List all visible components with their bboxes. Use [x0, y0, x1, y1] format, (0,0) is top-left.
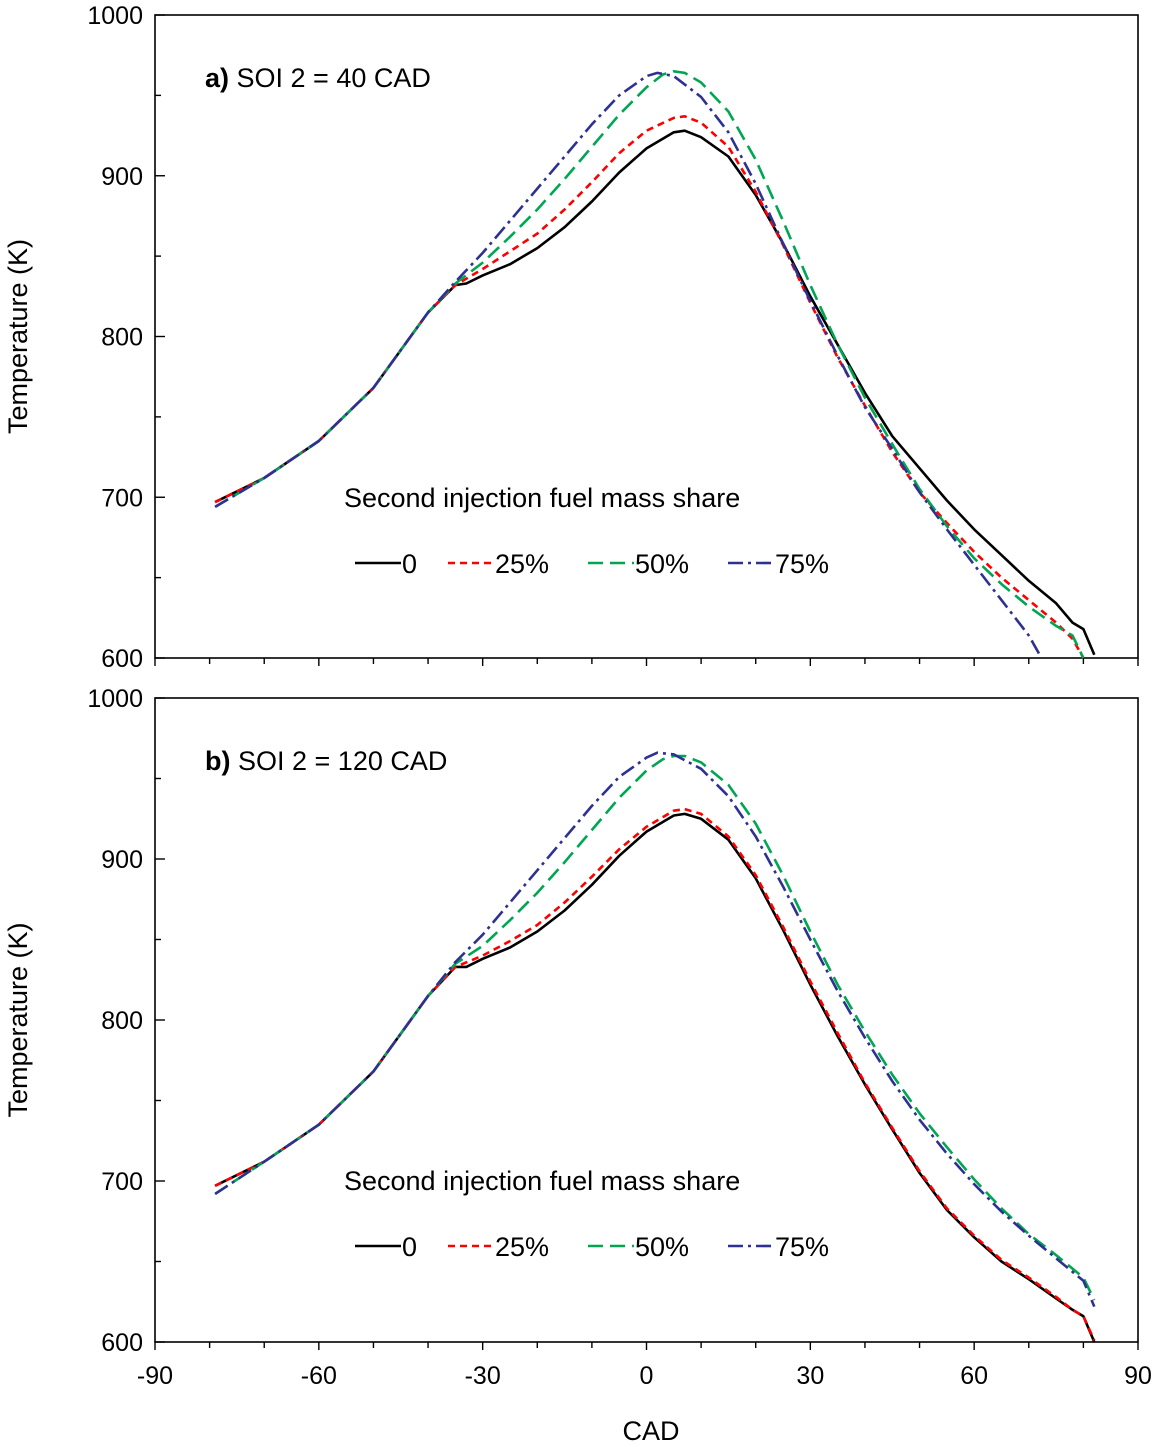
panel-label: a) — [205, 63, 237, 93]
series-line-75-pct — [214, 751, 1096, 1308]
x-axis-title: CAD — [622, 1416, 679, 1446]
panel-a: 600 700 800 900 1000 Temperature (K) a) SOI 2 … — [3, 2, 1139, 673]
x-tick-label: 90 — [1124, 1362, 1152, 1390]
y-tick-label: 1000 — [87, 685, 143, 713]
y-tick-label: 700 — [101, 484, 143, 512]
x-tick-label: -30 — [465, 1362, 501, 1390]
legend-title: Second injection fuel mass share — [344, 483, 740, 513]
y-tick-label: 800 — [101, 324, 143, 352]
legend-label: 75% — [775, 1232, 829, 1262]
legend-label: 0 — [402, 1232, 417, 1262]
series-line-0 — [214, 812, 1096, 1343]
y-tick-label: 800 — [101, 1007, 143, 1035]
y-tick-label: 900 — [101, 163, 143, 191]
y-tick-label: 900 — [101, 846, 143, 874]
panel-label: b) — [205, 746, 238, 776]
legend-label: 25% — [495, 549, 549, 579]
x-tick-label: -60 — [301, 1362, 337, 1390]
panel-b: 600 700 800 900 1000 -90 -60 -30 0 30 60 90 Temperat… — [3, 685, 1152, 1390]
x-tick-label: 30 — [796, 1362, 824, 1390]
series-line-0 — [214, 129, 1096, 656]
y-tick-label: 600 — [101, 1329, 143, 1357]
series-line-50-pct — [214, 754, 1096, 1301]
series-line-25-pct — [214, 807, 1096, 1341]
legend-label: 50% — [635, 549, 689, 579]
y-axis-title: Temperature (K) — [3, 239, 33, 434]
panel-title-text: SOI 2 = 120 CAD — [238, 746, 447, 776]
y-axis-title: Temperature (K) — [3, 922, 33, 1117]
legend-label: 0 — [402, 549, 417, 579]
legend-label: 25% — [495, 1232, 549, 1262]
y-tick-label: 600 — [101, 645, 143, 673]
legend-label: 50% — [635, 1232, 689, 1262]
x-tick-label: 60 — [960, 1362, 988, 1390]
panel-title: a) SOI 2 = 40 CAD — [205, 63, 431, 93]
series-line-75-pct — [214, 71, 1041, 656]
y-tick-label: 700 — [101, 1168, 143, 1196]
panel-title-text: SOI 2 = 40 CAD — [237, 63, 431, 93]
legend-label: 75% — [775, 549, 829, 579]
y-tick-label: 1000 — [87, 2, 143, 30]
legend-title: Second injection fuel mass share — [344, 1166, 740, 1196]
x-tick-label: 0 — [640, 1362, 654, 1390]
series-line-50-pct — [214, 70, 1085, 659]
x-tick-label: -90 — [137, 1362, 173, 1390]
panel-title: b) SOI 2 = 120 CAD — [205, 746, 447, 776]
